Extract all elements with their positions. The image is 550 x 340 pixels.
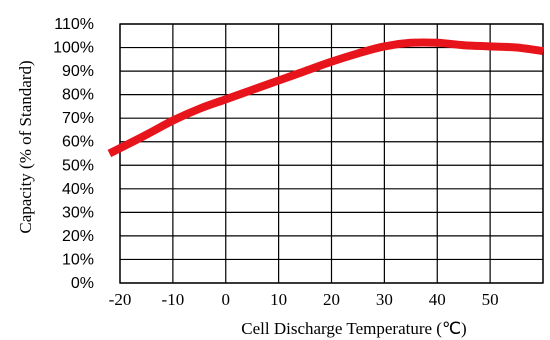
y-tick-label: 30% [62, 204, 94, 221]
x-tick-label: 20 [323, 290, 340, 309]
x-tick-label: -10 [162, 290, 185, 309]
y-tick-label: 0% [71, 275, 94, 292]
x-tick-label: 40 [429, 290, 446, 309]
x-tick-label: 30 [376, 290, 393, 309]
y-tick-label: 60% [62, 134, 94, 151]
x-tick-label: -20 [109, 290, 132, 309]
y-tick-label: 40% [62, 181, 94, 198]
y-tick-label: 110% [54, 16, 94, 33]
y-axis-title: Capacity (% of Standard) [16, 60, 35, 233]
y-tick-label: 10% [62, 251, 94, 268]
x-axis-title: Cell Discharge Temperature (℃) [241, 319, 466, 338]
grid [119, 23, 544, 284]
series-layer [107, 38, 544, 158]
x-tick-label: 50 [482, 290, 499, 309]
x-tick-label: 0 [222, 290, 231, 309]
capacity-series-line [107, 38, 544, 158]
y-tick-label: 50% [62, 157, 94, 174]
x-tick-labels: -20 -10 0 10 20 30 40 50 [109, 290, 499, 309]
y-tick-label: 20% [62, 228, 94, 245]
y-tick-label: 70% [62, 110, 94, 127]
plot-frame [119, 23, 544, 284]
x-tick-label: 10 [270, 290, 287, 309]
y-tick-label: 100% [53, 40, 94, 57]
y-tick-labels: 0% 10% 20% 30% 40% 50% 60% 70% 80% 90% 100% 110% [53, 16, 94, 292]
y-tick-label: 90% [62, 63, 94, 80]
y-tick-label: 80% [62, 87, 94, 104]
